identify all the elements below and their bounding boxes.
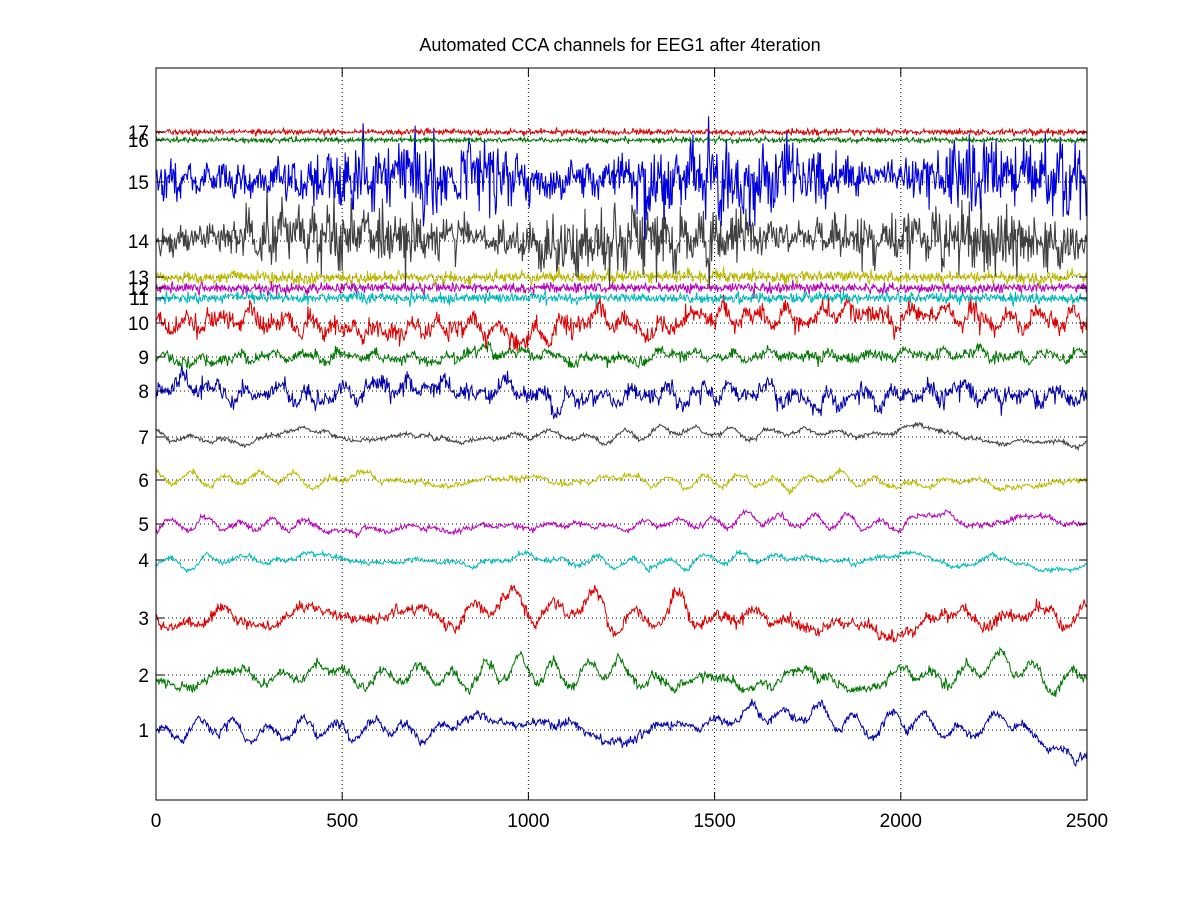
trace-channel-17: [155, 126, 1088, 138]
x-tick-label: 500: [326, 811, 358, 832]
y-tick-label: 5: [138, 515, 149, 536]
trace-channel-5: [155, 508, 1088, 538]
y-tick-label: 12: [128, 279, 149, 300]
eeg-traces: [155, 116, 1088, 768]
trace-channel-13: [155, 266, 1088, 288]
trace-channel-6: [155, 467, 1088, 496]
y-tick-label: 7: [138, 428, 149, 449]
x-tick-label: 0: [151, 811, 162, 832]
y-tick-label: 6: [138, 471, 149, 492]
trace-channel-16: [155, 134, 1088, 145]
y-tick-label: 14: [128, 232, 150, 253]
x-axis-ticks: 0 500 1000 1500 2000 2500: [151, 68, 1108, 832]
trace-channel-3: [155, 584, 1088, 643]
trace-channel-7: [155, 421, 1088, 452]
y-tick-label: 4: [138, 551, 149, 572]
y-tick-label: 15: [128, 173, 149, 194]
trace-channel-10: [155, 294, 1088, 352]
axes-frame: [155, 67, 1088, 801]
x-tick-label: 2500: [1066, 811, 1108, 832]
trace-channel-2: [155, 646, 1088, 698]
trace-channel-12: [155, 279, 1088, 298]
y-tick-label: 8: [138, 382, 149, 403]
y-tick-label: 16: [128, 131, 149, 152]
y-tick-label: 11: [129, 289, 149, 310]
axes-box: [155, 67, 1088, 801]
trace-channel-1: [155, 698, 1088, 768]
trace-channel-8: [155, 365, 1088, 420]
x-tick-label: 1500: [693, 811, 735, 832]
y-tick-label: 3: [138, 609, 149, 630]
trace-channel-15: [155, 116, 1088, 240]
y-tick-label: 1: [138, 721, 149, 742]
trace-channel-14: [155, 186, 1088, 288]
trace-channel-4: [155, 549, 1087, 574]
y-tick-label: 10: [128, 314, 149, 335]
plot-area: 0 500 1000 1500 2000 2500 1234567891011121314…: [128, 67, 1108, 832]
y-tick-label: 13: [128, 268, 149, 289]
trace-channel-11: [155, 288, 1088, 308]
trace-channel-9: [155, 341, 1088, 370]
chart-title: Automated CCA channels for EEG1 after 4t…: [419, 35, 820, 55]
x-tick-label: 1000: [507, 811, 549, 832]
y-tick-label: 17: [128, 123, 149, 144]
y-tick-label: 9: [138, 348, 149, 369]
x-tick-label: 2000: [880, 811, 922, 832]
y-tick-label: 2: [138, 666, 149, 687]
